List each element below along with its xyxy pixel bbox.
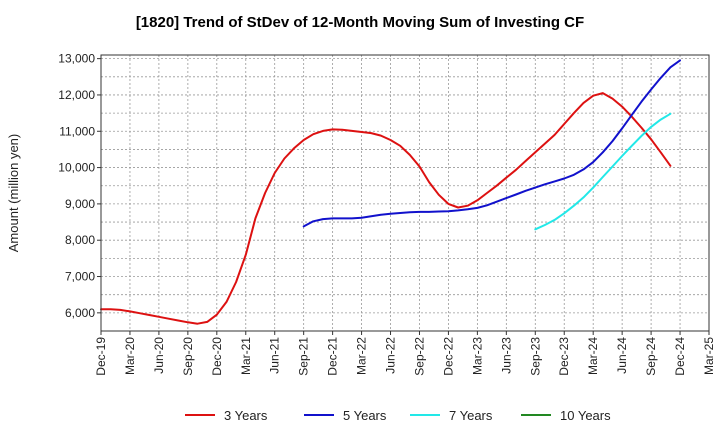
- y-axis-label: Amount (million yen): [6, 134, 21, 253]
- legend-label: 10 Years: [560, 408, 611, 423]
- x-tick-label: Mar-24: [586, 337, 600, 375]
- x-tick-label: Dec-21: [326, 337, 340, 376]
- x-tick-label: Sep-22: [412, 337, 426, 376]
- x-tick-label: Mar-21: [239, 337, 253, 375]
- y-tick-label: 10,000: [58, 161, 95, 175]
- series-lines: [100, 59, 681, 325]
- x-tick-label: Sep-24: [644, 337, 658, 376]
- x-tick-label: Mar-20: [123, 337, 137, 375]
- y-tick-label: 7,000: [65, 270, 95, 284]
- legend: 3 Years 5 Years 7 Years 10 Years: [185, 408, 611, 423]
- x-tick-label: Jun-20: [152, 337, 166, 374]
- y-tick-label: 11,000: [59, 124, 95, 138]
- x-tick-label: Sep-20: [181, 337, 195, 376]
- x-tick-label: Sep-21: [297, 337, 311, 376]
- x-tick-label: Dec-22: [441, 337, 455, 376]
- x-tick-label: Mar-22: [355, 337, 369, 375]
- x-tick-label: Dec-19: [94, 337, 108, 376]
- x-tick-label: Dec-23: [557, 337, 571, 376]
- series-line-3: [534, 112, 672, 231]
- legend-label: 7 Years: [449, 408, 493, 423]
- x-tick-label: Jun-22: [384, 337, 398, 374]
- y-tick-label: 12,000: [58, 88, 95, 102]
- y-tick-label: 9,000: [65, 197, 95, 211]
- series-line-2: [302, 59, 681, 228]
- x-tick-label: Dec-20: [210, 337, 224, 376]
- grid-lines: [100, 55, 710, 331]
- x-tick-label: Jun-21: [268, 337, 282, 374]
- x-tick-label: Jun-23: [499, 337, 513, 374]
- y-tick-label: 8,000: [65, 233, 95, 247]
- legend-label: 3 Years: [224, 408, 268, 423]
- y-tick-label: 13,000: [58, 52, 95, 66]
- series-line-1: [100, 92, 672, 325]
- x-tick-label: Dec-24: [673, 337, 687, 376]
- chart-title: [1820] Trend of StDev of 12-Month Moving…: [136, 14, 584, 31]
- x-tick-label: Jun-24: [615, 337, 629, 374]
- x-tick-label: Sep-23: [528, 337, 542, 376]
- y-axis: 6,000 7,000 8,000 9,000 10,000 11,000 12,000 13…: [58, 52, 101, 320]
- legend-label: 5 Years: [343, 408, 387, 423]
- y-tick-label: 6,000: [65, 306, 95, 320]
- plot-area-frame: [100, 54, 710, 332]
- x-axis: Dec-19 Mar-20 Jun-20 Sep-20 Dec-20 Mar-21 Jun-…: [94, 331, 716, 376]
- x-tick-label: Mar-23: [470, 337, 484, 375]
- x-tick-label: Mar-25: [702, 337, 716, 375]
